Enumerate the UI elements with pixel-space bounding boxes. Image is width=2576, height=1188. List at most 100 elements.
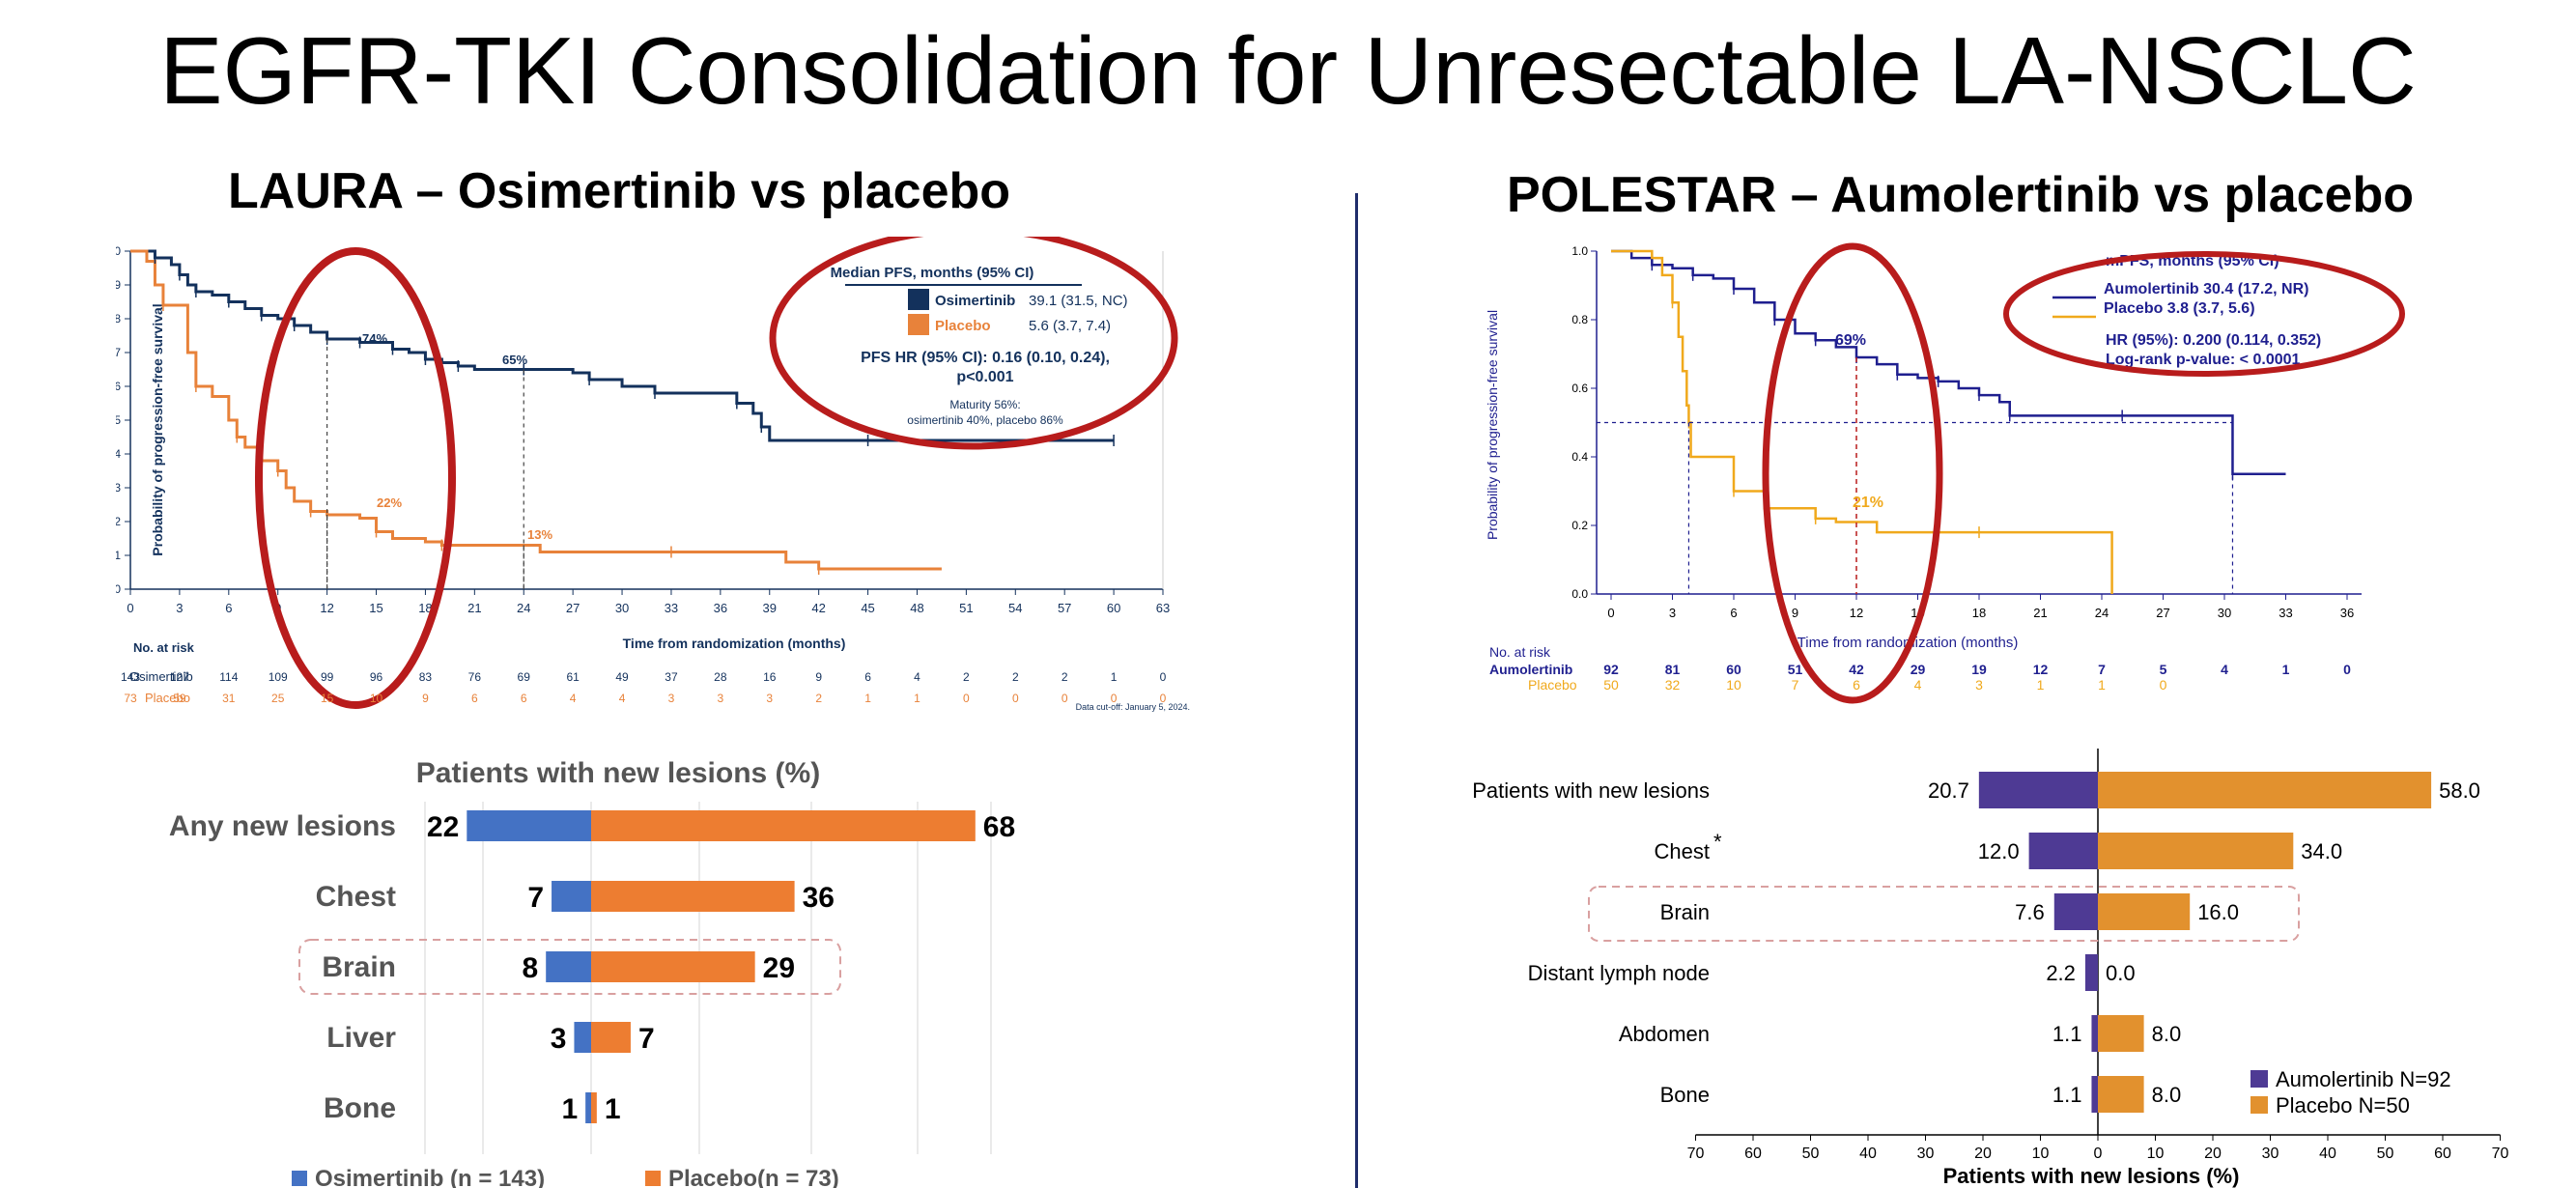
polestar-risk-aum-cell: 19 [1971, 662, 1987, 677]
laura-km-xtick: 63 [1156, 601, 1170, 615]
laura-risk-pbo-cell: 6 [471, 692, 478, 705]
laura-risk-osi-cell: 76 [468, 670, 482, 684]
laura-km-highlight-circle [255, 247, 456, 709]
polestar-risk-pbo-cell: 10 [1726, 677, 1741, 693]
laura-km-ylabel: Probability of progression-free survival [150, 303, 165, 555]
polestar-lesion-xtick: 30 [2262, 1146, 2279, 1162]
polestar-km-guides [1597, 259, 2234, 594]
polestar-bar-placebo [2098, 1015, 2144, 1052]
polestar-lesion-xtick: 40 [2319, 1146, 2336, 1162]
polestar-km-xtick: 30 [2218, 606, 2231, 620]
polestar-bar-aumolertinib [2091, 1015, 2098, 1052]
polestar-legend-highlight-circle [2003, 251, 2405, 377]
polestar-bar-pbo-label: 8.0 [2152, 1022, 2182, 1046]
polestar-risk-aum-cell: 0 [2343, 662, 2351, 677]
laura-km-xtick: 45 [861, 601, 874, 615]
polestar-km-placebo-curve [1611, 249, 2113, 594]
laura-risk-pbo-cell: 2 [815, 692, 822, 705]
polestar-bar-placebo [2098, 833, 2294, 869]
laura-risk-osi-cell: 6 [864, 670, 871, 684]
polestar-lesion-xtick: 10 [2032, 1146, 2050, 1162]
polestar-lesion-legend-aum: Aumolertinib N=92 [2276, 1067, 2451, 1091]
laura-km-xtick: 18 [418, 601, 432, 615]
polestar-bar-aumolertinib [2028, 833, 2098, 869]
laura-bar-placebo [591, 810, 976, 841]
polestar-bar-aum-label: 7.6 [2015, 900, 2045, 924]
polestar-risk-aum-cell: 4 [2221, 662, 2228, 677]
laura-risk-pbo-cell: 59 [173, 692, 186, 705]
laura-risk-pbo-cell: 0 [1012, 692, 1019, 705]
laura-risk-osi-cell: 4 [914, 670, 920, 684]
laura-km-xlabel: Time from randomization (months) [623, 636, 846, 651]
laura-lesion-legend-osi-swatch [292, 1171, 307, 1186]
laura-km-annot-osi24: 65% [502, 353, 527, 367]
laura-km-annot-osi12: 74% [362, 331, 387, 346]
laura-km-cutoff: Data cut-off: January 5, 2024. [1076, 702, 1190, 712]
laura-bar-osimertinib [585, 1092, 591, 1123]
laura-km-xtick: 48 [910, 601, 923, 615]
polestar-lesion-xtick: 50 [2377, 1146, 2394, 1162]
laura-risk-osi-cell: 2 [1012, 670, 1019, 684]
laura-bar-osi-label: 7 [527, 882, 544, 914]
polestar-lesion-bars: Patients with new lesions 20.7 58.0 Chest * 1… [1472, 749, 2480, 1135]
polestar-bar-placebo [2098, 1076, 2144, 1113]
laura-lesion-category: Chest [316, 881, 396, 913]
laura-km-ytick: 0.8 [116, 312, 121, 325]
polestar-risk-aum-cell: 42 [1849, 662, 1864, 677]
laura-km-chart: 0 3 6 9 12 15 18 21 24 27 30 33 36 39 42 45 48 51 54 57 60 63… [116, 237, 1190, 712]
polestar-km-xtick: 0 [1607, 606, 1614, 620]
laura-lesion-category: Any new lesions [169, 810, 396, 842]
polestar-km-legend-hr: HR (95%): 0.200 (0.114, 0.352) [2106, 332, 2321, 349]
laura-km-ytick: 0.9 [116, 278, 121, 292]
polestar-risk-aum-cell: 60 [1726, 662, 1741, 677]
laura-km-placebo-curve [130, 249, 942, 571]
laura-km-risk-osi-label: Osimertinib [129, 669, 193, 684]
polestar-lesion-xtick: 50 [1802, 1146, 1820, 1162]
polestar-km-chart: 0 3 6 9 12 15 18 21 24 27 30 33 360.00.20.40.60.81.0… [1485, 242, 2405, 704]
laura-risk-osi-cell: 28 [714, 670, 727, 684]
laura-risk-pbo-cell: 0 [963, 692, 970, 705]
laura-risk-osi-cell: 96 [370, 670, 383, 684]
polestar-bar-pbo-label: 34.0 [2301, 839, 2342, 863]
laura-km-xtick: 6 [225, 601, 232, 615]
laura-bar-osi-label: 3 [551, 1023, 567, 1055]
polestar-km-legend-aum: Aumolertinib 30.4 (17.2, NR) [2104, 281, 2309, 297]
laura-km-xtick: 33 [665, 601, 678, 615]
laura-km-legend-osi-val: 39.1 (31.5, NC) [1029, 293, 1128, 309]
laura-km-risk-table: 143 127 114 109 99 96 83 76 69 61 49 37 28 16 9 6 4 2 2 2 1 0… [121, 670, 1167, 705]
polestar-legend-pbo-swatch [2250, 1096, 2268, 1114]
polestar-bar-aumolertinib [2084, 954, 2098, 991]
laura-risk-pbo-cell: 1 [864, 692, 871, 705]
laura-km-legend-hr1: PFS HR (95% CI): 0.16 (0.10, 0.24), [861, 350, 1110, 366]
polestar-lesion-xtick: 70 [2492, 1146, 2509, 1162]
laura-risk-osi-cell: 109 [269, 670, 288, 684]
polestar-km-highlight-circle [1762, 242, 1943, 704]
laura-km-xtick: 27 [566, 601, 580, 615]
laura-lesion-category: Liver [326, 1022, 396, 1054]
polestar-risk-pbo-cell: 50 [1603, 677, 1619, 693]
laura-risk-osi-cell: 37 [665, 670, 678, 684]
polestar-risk-aum-cell: 29 [1911, 662, 1926, 677]
laura-km-annot-pbo24: 13% [527, 527, 552, 542]
laura-risk-osi-cell: 0 [1160, 670, 1167, 684]
polestar-lesion-xtick: 70 [1687, 1146, 1705, 1162]
laura-risk-pbo-cell: 0 [1160, 692, 1167, 705]
polestar-lesion-xtick: 20 [2204, 1146, 2222, 1162]
polestar-legend-aum-swatch [2250, 1070, 2268, 1088]
laura-bar-osimertinib [467, 810, 591, 841]
laura-risk-pbo-cell: 25 [271, 692, 285, 705]
laura-risk-osi-cell: 16 [763, 670, 777, 684]
laura-km-xtick: 15 [369, 601, 382, 615]
polestar-lesion-xtick: 60 [1744, 1146, 1762, 1162]
panel-divider [1355, 193, 1358, 1188]
laura-km-ytick: 0.1 [116, 549, 121, 562]
polestar-bar-aum-label: 1.1 [2052, 1083, 2082, 1107]
polestar-risk-pbo-cell: 1 [2037, 677, 2045, 693]
polestar-km-ytick: 1.0 [1571, 244, 1588, 258]
laura-risk-osi-cell: 61 [566, 670, 580, 684]
polestar-km-xtick: 36 [2340, 606, 2354, 620]
polestar-bar-aumolertinib [2091, 1076, 2098, 1113]
laura-title: LAURA – Osimertinib vs placebo [228, 163, 1011, 219]
polestar-km-legend-p: Log-rank p-value: < 0.0001 [2106, 352, 2301, 368]
laura-risk-pbo-cell: 0 [1111, 692, 1118, 705]
